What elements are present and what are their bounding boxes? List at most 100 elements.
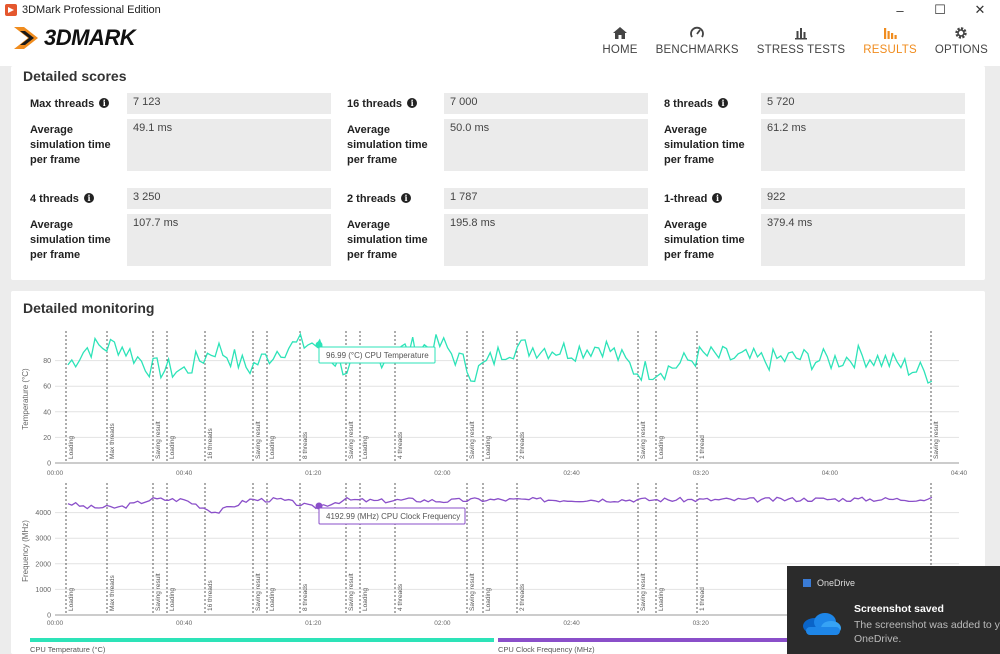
frequency-phase-label: Saving result <box>640 573 647 611</box>
avg-value-4-threads: 107.7 ms <box>127 214 331 266</box>
frequency-xtick-label: 03:20 <box>693 620 710 627</box>
nav-results[interactable]: RESULTS <box>863 22 917 56</box>
temperature-xtick-label: 02:40 <box>563 470 580 477</box>
app-header: 3DMARK HOME BENCHMARKS STRESS TESTS RESU… <box>0 20 1000 66</box>
frequency-phase-label: 1 thread <box>699 587 706 611</box>
gauge-icon <box>689 22 705 44</box>
temperature-series-line <box>67 332 933 384</box>
frequency-xtick-label: 02:40 <box>563 620 580 627</box>
temperature-phase-label: Max threads <box>109 422 116 459</box>
frequency-phase-label: Saving result <box>255 573 262 611</box>
nav-options-label: OPTIONS <box>934 44 988 56</box>
window-title: 3DMark Professional Edition <box>22 4 161 16</box>
monitoring-charts[interactable]: 0 20 40 60 80 Temperature (°C) Loading Max thre… <box>11 291 985 654</box>
bar-chart-icon <box>882 22 898 44</box>
temperature-xtick-label: 04:40 <box>951 470 968 477</box>
logo-text: 3DMARK <box>44 25 136 50</box>
score-label-16-threads: 16 threads i <box>347 97 418 112</box>
temperature-ytick-label: 40 <box>43 409 51 416</box>
close-button[interactable]: ✕ <box>974 2 986 17</box>
temperature-phase-label: 2 threads <box>519 431 526 459</box>
temperature-phase-label: 16 threads <box>207 428 214 459</box>
info-icon[interactable]: i <box>83 193 94 203</box>
info-icon[interactable]: i <box>400 193 411 203</box>
temperature-y-axis-label: Temperature (°C) <box>21 368 30 430</box>
frequency-xtick-label: 00:00 <box>47 620 64 627</box>
temperature-phase-label: Loading <box>658 435 665 459</box>
info-icon[interactable]: i <box>407 98 418 108</box>
onedrive-toast[interactable]: OneDrive Screenshot saved The screenshot… <box>787 566 1000 654</box>
app-icon <box>5 4 17 16</box>
frequency-xtick-label: 00:40 <box>176 620 193 627</box>
temperature-phase-label: Saving result <box>640 421 647 459</box>
maximize-button[interactable]: ☐ <box>934 2 946 17</box>
title-bar: 3DMark Professional Edition – ☐ ✕ <box>0 0 1000 20</box>
avg-label-2-threads: Average simulation time per frame <box>347 219 428 261</box>
frequency-xtick-label: 02:00 <box>434 620 451 627</box>
temperature-phase-label: 8 threads <box>302 431 309 459</box>
nav-options[interactable]: OPTIONS <box>935 22 988 56</box>
info-icon[interactable]: i <box>717 98 728 108</box>
temperature-phase-label: Loading <box>169 435 176 459</box>
temperature-phase-label: Loading <box>68 435 75 459</box>
frequency-chart: 0 1000 2000 3000 4000 Frequency (MHz) Loading M… <box>21 483 968 627</box>
avg-label-16-threads: Average simulation time per frame <box>347 124 428 166</box>
frequency-phase-label: Saving result <box>469 573 476 611</box>
temperature-phase-label: Saving result <box>469 421 476 459</box>
temperature-ytick-label: 80 <box>43 358 51 365</box>
toast-title: Screenshot saved <box>854 603 944 615</box>
temperature-phase-label: Loading <box>269 435 276 459</box>
avg-label-1-thread: Average simulation time per frame <box>664 219 745 261</box>
temperature-phase-label: 4 threads <box>397 431 404 459</box>
toast-app-label: OneDrive <box>803 578 855 588</box>
frequency-ytick-label: 1000 <box>35 587 51 594</box>
avg-label-8-threads: Average simulation time per frame <box>664 124 745 166</box>
score-value-max-threads: 7 123 <box>127 93 331 114</box>
score-label-max-threads: Max threads i <box>30 97 110 112</box>
frequency-phase-label: Loading <box>169 587 176 611</box>
detailed-scores-title: Detailed scores <box>23 68 127 84</box>
temperature-xtick-label: 03:20 <box>693 470 710 477</box>
temperature-xtick-label: 00:40 <box>176 470 193 477</box>
temperature-ytick-label: 0 <box>47 461 51 468</box>
frequency-phase-label: Loading <box>68 587 75 611</box>
nav-home[interactable]: HOME <box>602 22 637 56</box>
nav-stress-tests[interactable]: STRESS TESTS <box>757 22 845 56</box>
avg-value-8-threads: 61.2 ms <box>761 119 965 171</box>
frequency-phase-label: Loading <box>362 587 369 611</box>
logo-chevron-icon <box>14 27 38 49</box>
avg-label-4-threads: Average simulation time per frame <box>30 219 111 261</box>
temperature-xtick-label: 01:20 <box>305 470 322 477</box>
frequency-ytick-label: 3000 <box>35 536 51 543</box>
nav-home-label: HOME <box>602 44 638 56</box>
frequency-phase-label: Saving result <box>155 573 162 611</box>
temperature-ytick-label: 20 <box>43 435 51 442</box>
onedrive-small-icon <box>803 579 811 587</box>
frequency-series-line <box>67 496 933 514</box>
logo[interactable]: 3DMARK <box>12 23 136 53</box>
stress-chart-icon <box>793 22 809 44</box>
main-nav: HOME BENCHMARKS STRESS TESTS RESULTS OPT… <box>584 22 988 56</box>
frequency-ytick-label: 4000 <box>35 510 51 517</box>
temperature-xtick-label: 00:00 <box>47 470 64 477</box>
avg-value-2-threads: 195.8 ms <box>444 214 648 266</box>
avg-label-max-threads: Average simulation time per frame <box>30 124 111 166</box>
frequency-phase-label: Max threads <box>109 574 116 611</box>
minimize-button[interactable]: – <box>896 2 904 18</box>
nav-results-label: RESULTS <box>863 44 917 56</box>
frequency-phase-label: 16 threads <box>207 580 214 611</box>
score-value-4-threads: 3 250 <box>127 188 331 209</box>
info-icon[interactable]: i <box>99 98 110 108</box>
nav-benchmarks[interactable]: BENCHMARKS <box>656 22 739 56</box>
nav-stress-tests-label: STRESS TESTS <box>756 44 846 56</box>
avg-value-16-threads: 50.0 ms <box>444 119 648 171</box>
onedrive-cloud-icon <box>803 613 841 635</box>
temperature-tooltip-box <box>318 346 436 364</box>
temperature-xtick-label: 02:00 <box>434 470 451 477</box>
info-icon[interactable]: i <box>712 193 723 203</box>
temperature-phase-label: Saving result <box>348 421 355 459</box>
avg-value-1-thread: 379.4 ms <box>761 214 965 266</box>
temperature-xtick-label: 04:00 <box>822 470 839 477</box>
temperature-phase-label: 1 thread <box>699 435 706 459</box>
temperature-legend-bar <box>30 638 494 642</box>
